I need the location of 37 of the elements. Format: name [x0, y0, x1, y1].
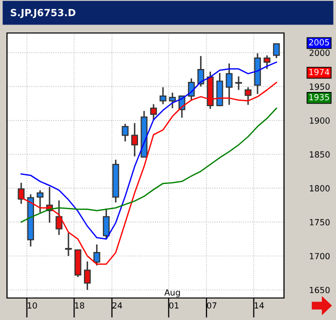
y-tick-label: 1850 [310, 151, 330, 158]
candlestick [65, 232, 72, 257]
text: 2005 [309, 39, 329, 46]
candlestick [150, 103, 157, 122]
candlestick [264, 54, 270, 70]
x-tick-label: 07 [207, 302, 216, 309]
annotation: Aug [164, 289, 180, 298]
candlestick [131, 122, 138, 158]
x-tick-label: 10 [28, 302, 37, 309]
candlestick [169, 92, 176, 109]
x-tick-label: 18 [75, 302, 84, 309]
x-tick-label: 14 [254, 302, 264, 308]
candlestick [273, 43, 280, 59]
candlestick [160, 86, 166, 105]
y-tick-label: 2000 [310, 50, 330, 56]
candlestick [84, 260, 91, 291]
candlestick [122, 123, 129, 142]
candlestick [244, 86, 252, 106]
y-tick-label: 1950 [310, 84, 330, 90]
candlestick [56, 200, 62, 236]
chart-title: S.JP.J6753.D [10, 8, 76, 18]
line-series [20, 108, 278, 223]
y-tick-label: 1700 [310, 252, 330, 260]
candlestick [36, 190, 44, 214]
text: 1974 [309, 68, 330, 76]
candlestick [235, 76, 242, 91]
y-tick-label: 1800 [310, 185, 330, 192]
y-tick-label: 1750 [310, 219, 330, 226]
x-tick-label: 24 [112, 302, 122, 308]
candlestick [226, 62, 233, 106]
candlestick [102, 208, 110, 240]
y-tick-label: 1650 [310, 286, 330, 294]
candlestick [93, 244, 100, 266]
y-tick-label: 1900 [310, 117, 330, 124]
text: 1935 [309, 94, 329, 100]
x-tick-label: 01 [169, 302, 178, 309]
line-series [20, 62, 278, 240]
